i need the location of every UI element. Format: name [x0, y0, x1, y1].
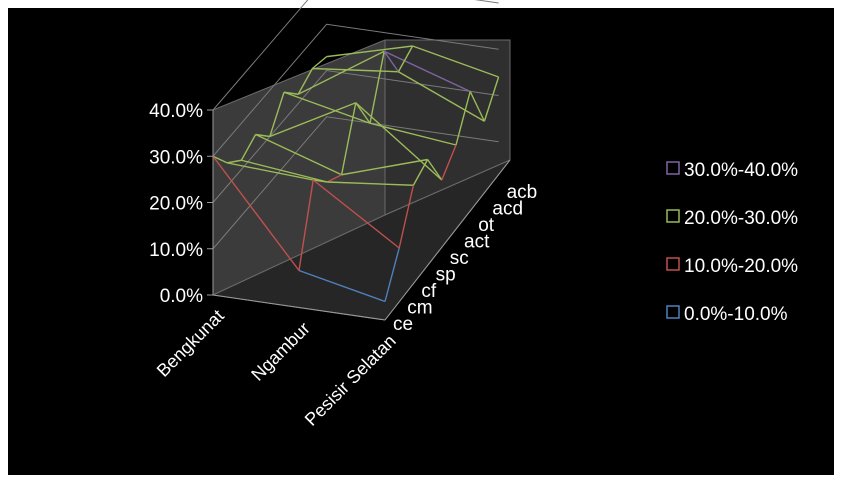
category-label: Ngambur	[247, 318, 313, 384]
surface-segment	[327, 181, 414, 186]
surface-segment	[383, 50, 471, 93]
surface-segment	[212, 155, 228, 164]
surface-segment	[312, 67, 399, 73]
surface-segment	[298, 179, 314, 271]
y-tick-label: 0.0%	[160, 286, 203, 307]
surface-segment	[340, 102, 357, 175]
legend-label: 0.0%-10.0%	[684, 304, 788, 325]
category-label: Bengkunat	[153, 306, 228, 381]
depth-tick-label: cf	[421, 281, 437, 302]
surface-segment	[297, 50, 385, 95]
y-tick-label: 20.0%	[149, 194, 203, 215]
surface-segment	[369, 51, 385, 124]
depth-tick-label: ce	[393, 314, 413, 335]
gridline	[212, 116, 499, 250]
surface-segment	[398, 71, 485, 122]
surface-segment	[355, 102, 443, 181]
gridline	[212, 69, 499, 203]
surface-segment	[269, 102, 357, 138]
surface-segment	[283, 91, 371, 124]
surface-segment	[327, 174, 342, 183]
legend-swatch	[666, 209, 680, 223]
surface-segment	[355, 102, 371, 124]
surface-segment	[297, 68, 314, 95]
surface-wireframe	[212, 45, 500, 303]
legend-swatch	[666, 305, 680, 319]
surface-segment	[412, 159, 429, 186]
category-label: Pesisir Selatan	[301, 331, 400, 430]
surface-segment	[369, 122, 457, 146]
legend-swatch	[666, 257, 680, 271]
y-tick-label: 10.0%	[149, 240, 203, 261]
y-tick-label: 30.0%	[149, 147, 203, 168]
depth-axis-line	[384, 159, 511, 321]
surface-segment	[212, 155, 300, 271]
surface-segment	[298, 269, 386, 303]
legend-swatch	[666, 161, 680, 175]
surface-segment	[311, 56, 328, 70]
legend-label: 20.0%-30.0%	[684, 208, 798, 229]
surface-segment	[469, 91, 486, 122]
surface-segment	[227, 159, 242, 164]
surface-segment	[427, 159, 443, 181]
gridline	[212, 0, 499, 111]
depth-tick-label: sp	[436, 265, 456, 286]
surface-segment	[326, 45, 413, 58]
surface-segment	[240, 134, 257, 161]
surface-segment	[227, 162, 314, 181]
surface-segment	[383, 50, 399, 73]
category-axis-line	[212, 294, 386, 321]
surface-segment	[312, 179, 400, 249]
surface-segment	[384, 247, 400, 302]
legend-label: 30.0%-40.0%	[684, 160, 798, 181]
legend: 30.0%-40.0% 20.0%-30.0% 10.0%-20.0% 0.0%-10…	[666, 160, 798, 325]
depth-tick-label: acd	[492, 199, 523, 220]
surface-segment	[313, 179, 328, 183]
depth-tick-label: sc	[450, 248, 469, 269]
y-tick-label: 40.0%	[149, 101, 203, 122]
surface-segment	[398, 185, 415, 249]
legend-label: 10.0%-20.0%	[684, 256, 798, 277]
surface-segment	[341, 158, 428, 176]
depth-tick-label: cm	[407, 298, 432, 319]
surface-segment	[255, 133, 342, 176]
gridlines	[212, 0, 499, 250]
gridline	[212, 23, 499, 157]
surface-segment	[412, 45, 499, 78]
surface-segment	[483, 76, 500, 122]
surface-segment	[241, 159, 328, 183]
surface-segment	[441, 144, 457, 181]
depth-tick-label: ot	[478, 215, 495, 236]
depth-tick-label: acb	[507, 182, 538, 203]
surface-segment	[455, 91, 471, 146]
depth-tick-label: act	[464, 232, 490, 253]
surface-segment	[397, 45, 414, 73]
surface-segment	[255, 133, 270, 138]
surface-segment	[269, 92, 285, 137]
